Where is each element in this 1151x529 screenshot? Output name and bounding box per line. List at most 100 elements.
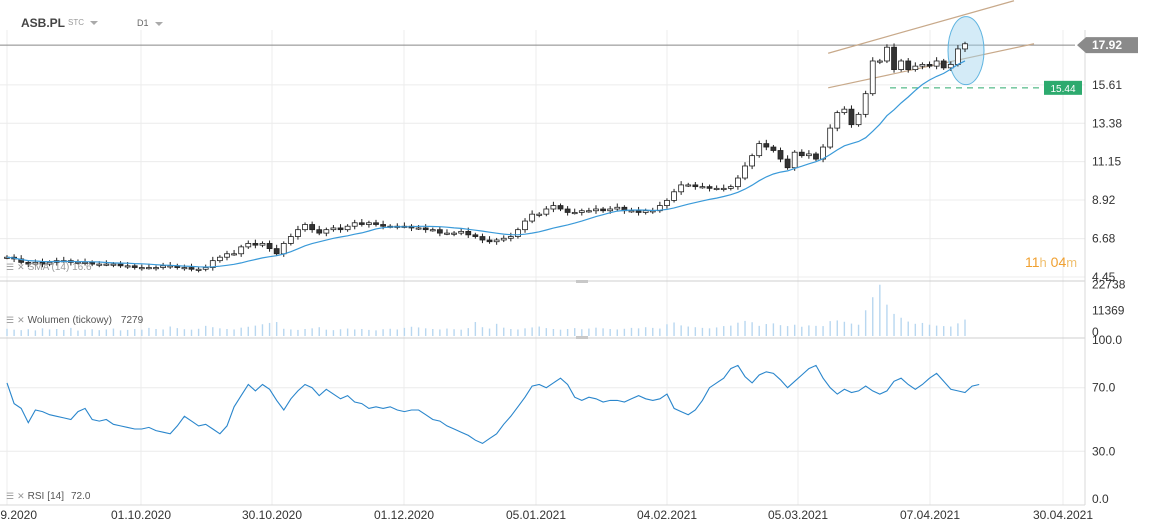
candle: [181, 267, 188, 270]
timer-minutes: 04: [1050, 254, 1067, 270]
volume-bar: [574, 328, 576, 336]
rsi-last-value: 72.0: [70, 491, 91, 502]
volume-bar: [183, 329, 186, 336]
volume-bar: [708, 328, 711, 336]
volume-bar: [219, 328, 221, 336]
volume-bar: [290, 329, 292, 336]
candle: [451, 232, 457, 235]
chevron-down-icon: [154, 21, 163, 26]
candle: [962, 43, 968, 50]
volume-bar: [460, 329, 462, 336]
candle: [777, 150, 784, 160]
candle: [635, 210, 642, 213]
timer-minutes-unit: m: [1066, 255, 1078, 270]
highlight-ellipse: [947, 16, 985, 86]
timeframe-dropdown[interactable]: D1: [137, 18, 163, 28]
candle: [933, 60, 940, 67]
volume-bar: [822, 326, 824, 336]
price-tick-label: 4.45: [1092, 270, 1116, 284]
volume-bar: [155, 329, 157, 336]
candle: [607, 208, 614, 212]
candle: [436, 229, 443, 234]
volume-bar: [701, 327, 704, 336]
volume-bar: [233, 329, 235, 336]
settings-icon[interactable]: ☰: [6, 315, 15, 325]
volume-bar: [382, 329, 384, 336]
volume-bar: [48, 329, 51, 336]
candle: [103, 263, 110, 266]
candle: [486, 239, 493, 243]
candle: [366, 222, 372, 225]
price-tick-label: 6.68: [1092, 232, 1116, 246]
volume-bar: [212, 327, 214, 336]
volume-bar: [20, 330, 22, 336]
volume-last-value: 7279: [120, 315, 144, 326]
volume-bar: [339, 329, 342, 336]
rsi-period: [14]: [47, 491, 64, 502]
settings-icon[interactable]: ☰: [6, 491, 15, 501]
candle: [131, 265, 138, 268]
date-tick-label: 01.10.2020: [111, 508, 171, 522]
chevron-down-icon: [90, 20, 98, 25]
candle: [522, 220, 528, 231]
candle: [472, 234, 479, 237]
settings-icon[interactable]: ☰: [6, 262, 15, 272]
volume-bar: [389, 328, 391, 336]
volume-bar: [268, 322, 271, 336]
candle: [429, 229, 436, 232]
candle: [96, 263, 103, 266]
candle: [529, 213, 536, 222]
volume-bar: [779, 325, 782, 336]
candle: [706, 186, 713, 189]
instrument-type-dropdown[interactable]: STC: [68, 18, 98, 27]
volume-bar: [751, 322, 753, 336]
candle: [344, 225, 351, 231]
volume-bar: [346, 328, 349, 336]
candle: [117, 263, 124, 267]
candle: [302, 224, 308, 231]
volume-bar: [616, 329, 618, 336]
panel-resize-handle: [576, 280, 588, 283]
volume-bar: [893, 313, 895, 336]
volume-legend-label: Wolumen (tickowy): [27, 315, 112, 326]
candle: [415, 227, 422, 230]
volume-bar: [659, 328, 661, 336]
sma-series: [6, 60, 966, 268]
candle: [82, 261, 88, 264]
volume-bar: [134, 329, 136, 336]
candle: [685, 184, 692, 187]
volume-bar: [588, 328, 590, 336]
candle: [124, 265, 131, 268]
candle: [664, 200, 670, 206]
volume-bar: [609, 329, 611, 336]
candle: [770, 146, 777, 151]
volume-bar: [673, 322, 675, 336]
close-icon[interactable]: ✕: [17, 262, 25, 272]
volume-bar: [190, 329, 193, 336]
candle: [217, 256, 223, 262]
chart-grid: [0, 30, 1086, 506]
candle: [536, 213, 543, 216]
volume-bar: [864, 310, 867, 336]
candle: [110, 263, 117, 266]
rsi-tick-label: 70.0: [1092, 381, 1116, 395]
volume-bar: [921, 322, 924, 336]
volume-bar: [474, 322, 477, 336]
candle: [578, 210, 585, 213]
candle: [678, 184, 685, 193]
symbol-label[interactable]: ASB.PL: [21, 16, 66, 30]
volume-bar: [488, 328, 491, 336]
close-icon[interactable]: ✕: [17, 491, 25, 501]
volume-bar: [758, 325, 760, 336]
volume-bar: [545, 328, 548, 336]
timer-hours-unit: h: [1039, 255, 1047, 270]
rsi-line: [6, 364, 980, 445]
volume-bar: [403, 327, 406, 336]
candle: [813, 153, 819, 160]
volume-bar: [432, 329, 434, 336]
close-icon[interactable]: ✕: [17, 315, 25, 325]
candle: [479, 236, 486, 241]
candle: [458, 230, 465, 234]
volume-bar: [169, 326, 171, 336]
